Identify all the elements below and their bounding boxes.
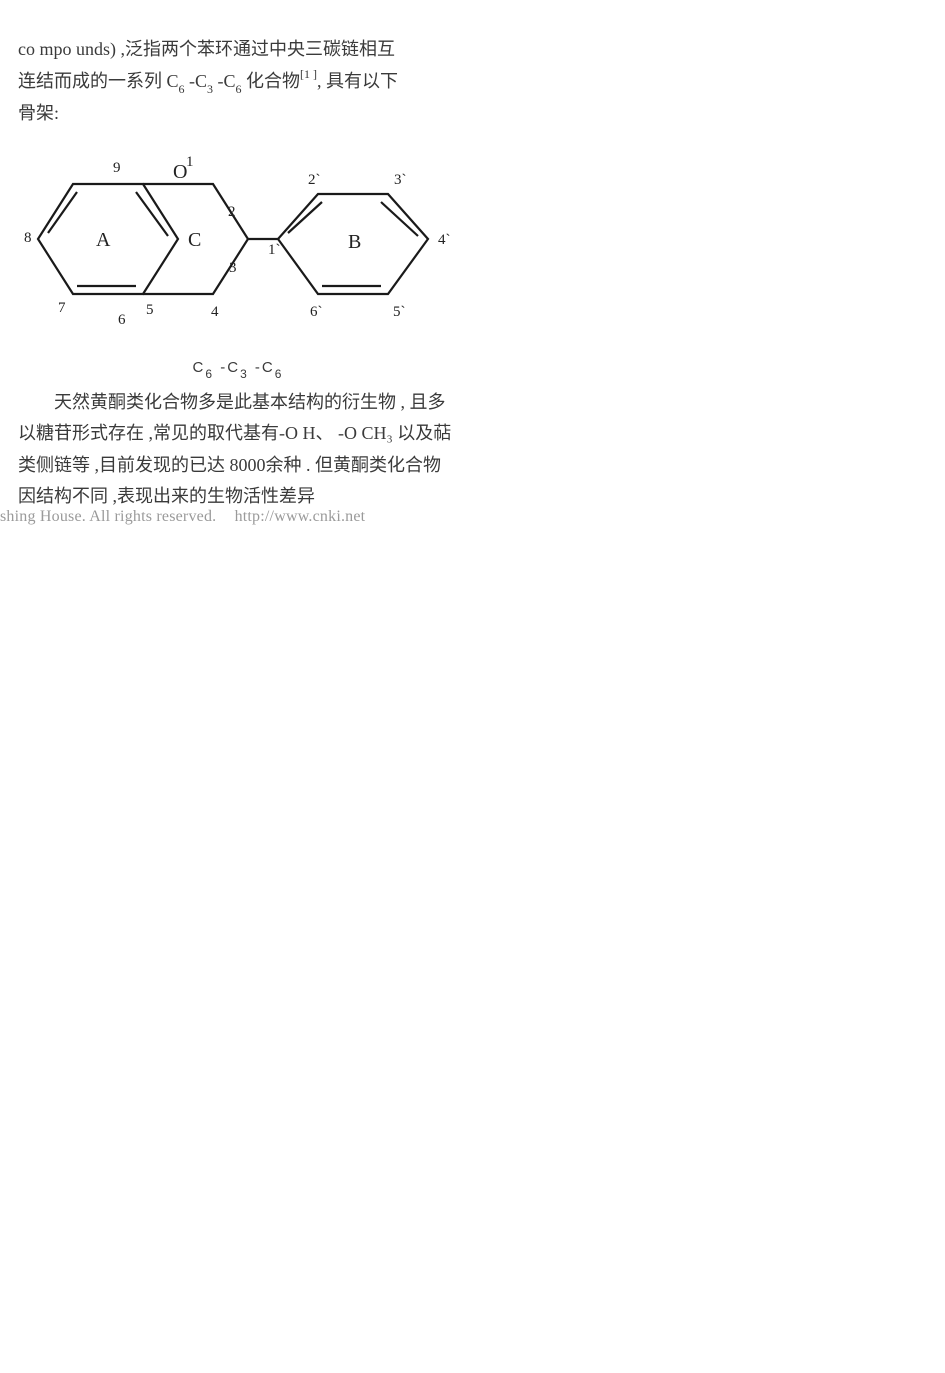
pos-4p: 4` bbox=[438, 232, 451, 248]
p1-line2a: 连结而成的一系列 C bbox=[18, 71, 179, 91]
pos-6p: 6` bbox=[310, 304, 323, 320]
ring-b-label: B bbox=[348, 231, 361, 253]
cap-c: -C bbox=[249, 359, 275, 376]
pos-5p: 5` bbox=[393, 304, 406, 320]
p1-line2c: -C bbox=[213, 71, 236, 91]
p1-line2e: , 具有以下 bbox=[317, 71, 398, 91]
pos-9: 9 bbox=[113, 160, 121, 176]
pos-6: 6 bbox=[118, 312, 126, 328]
cap-a: C bbox=[193, 359, 206, 376]
pos-8: 8 bbox=[24, 230, 32, 246]
ref-1: [1 ] bbox=[300, 67, 317, 81]
pos-1: 1 bbox=[186, 154, 194, 170]
pos-5: 5 bbox=[146, 302, 154, 318]
ring-a-db1 bbox=[48, 192, 77, 233]
cap-sub2: 3 bbox=[240, 367, 249, 381]
paragraph-1: co mpo unds) ,泛指两个苯环通过中央三碳链相互 连结而成的一系列 C… bbox=[18, 34, 458, 130]
p1-line3: 骨架: bbox=[18, 103, 59, 123]
sub-3-1: 3 bbox=[207, 82, 213, 96]
pos-3: 3 bbox=[229, 260, 237, 276]
cap-sub1: 6 bbox=[205, 367, 214, 381]
pos-2p: 2` bbox=[308, 172, 321, 188]
sub-6-2: 6 bbox=[236, 82, 242, 96]
pos-7: 7 bbox=[58, 300, 66, 316]
flavonoid-skeleton-svg: A C B O 1 2 3 4 5 6 7 8 9 1` 2` 3` 4` 5`… bbox=[18, 144, 458, 344]
ring-c-label: C bbox=[188, 229, 201, 251]
pos-2: 2 bbox=[228, 204, 236, 220]
p1-line2b: -C bbox=[185, 71, 208, 91]
p1-line1: co mpo unds) ,泛指两个苯环通过中央三碳链相互 bbox=[18, 39, 395, 59]
ring-a-label: A bbox=[96, 229, 111, 251]
paragraph-2: 天然黄酮类化合物多是此基本结构的衍生物 , 且多以糖苷形式存在 ,常见的取代基有… bbox=[18, 387, 458, 513]
p1-line2d: 化合物 bbox=[242, 71, 301, 91]
footer-watermark: shing House. All rights reserved. http:/… bbox=[0, 508, 365, 526]
ring-b-db1 bbox=[288, 202, 322, 233]
cap-sub3: 6 bbox=[275, 367, 284, 381]
footer-url: http://www.cnki.net bbox=[235, 508, 366, 525]
structure-diagram: A C B O 1 2 3 4 5 6 7 8 9 1` 2` 3` 4` 5`… bbox=[18, 144, 927, 349]
footer-text: shing House. All rights reserved. bbox=[0, 508, 216, 525]
pos-4: 4 bbox=[211, 304, 219, 320]
pos-3p: 3` bbox=[394, 172, 407, 188]
pos-1p: 1` bbox=[268, 242, 281, 258]
page-root: co mpo unds) ,泛指两个苯环通过中央三碳链相互 连结而成的一系列 C… bbox=[0, 0, 945, 1373]
diagram-caption: C6 -C3 -C6 bbox=[18, 359, 458, 379]
cap-b: -C bbox=[214, 359, 240, 376]
sub-6-1: 6 bbox=[179, 82, 185, 96]
